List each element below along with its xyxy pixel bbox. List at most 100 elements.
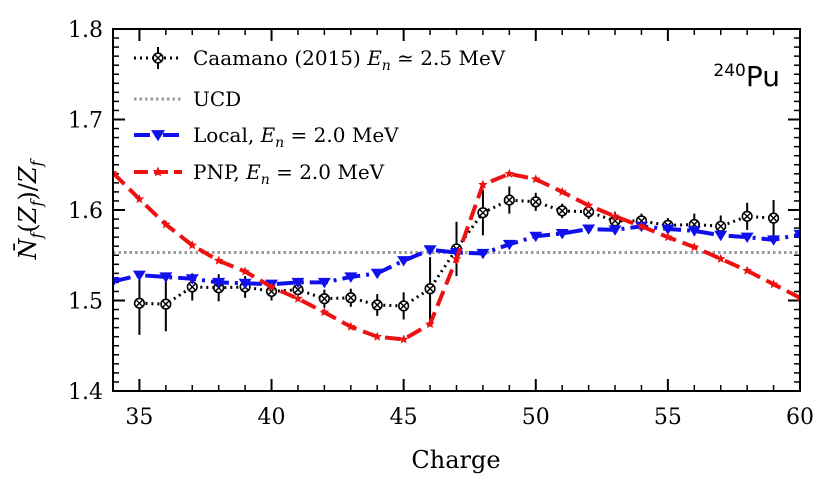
y-axis-title-sub-f3: f <box>27 157 46 167</box>
data-point <box>687 226 701 237</box>
data-point <box>715 220 727 232</box>
legend-marker <box>152 52 164 64</box>
legend-math-value: = 2.0 MeV <box>284 123 399 147</box>
data-point <box>293 293 303 303</box>
data-point <box>740 232 754 243</box>
x-tick-label: 40 <box>258 405 286 430</box>
isotope-annotation: 240Pu <box>713 60 780 93</box>
data-point <box>317 277 331 289</box>
data-point <box>185 274 199 285</box>
data-point <box>159 272 173 283</box>
marker-cross-b <box>346 293 355 302</box>
data-point <box>476 248 490 260</box>
data-point <box>266 281 277 291</box>
data-point <box>582 224 596 235</box>
data-point <box>213 255 224 265</box>
isotope-mass: 240 <box>713 61 745 81</box>
data-point <box>160 298 172 310</box>
data-point <box>291 277 305 289</box>
series-line <box>113 224 800 287</box>
data-point <box>398 300 410 312</box>
data-point <box>768 279 779 289</box>
data-point <box>504 168 515 178</box>
series-local <box>113 221 800 291</box>
x-tick-label: 60 <box>786 405 814 430</box>
legend-math-value: = 2.0 MeV <box>270 160 385 184</box>
marker-cross-b <box>188 283 197 291</box>
data-point <box>663 232 673 242</box>
marker-cross-b <box>373 301 382 309</box>
data-point <box>371 299 383 311</box>
data-point <box>370 268 384 280</box>
marker-cross-b <box>743 212 752 221</box>
legend-label: PNP, En = 2.0 MeV <box>193 160 385 188</box>
data-point <box>477 207 489 219</box>
marker-cross-b <box>716 222 725 231</box>
y-tick-label: 1.6 <box>68 199 103 224</box>
marker-cross-b <box>505 196 514 204</box>
data-point <box>451 253 462 263</box>
data-point <box>423 245 437 256</box>
y-axis-title-z: Z <box>14 205 42 224</box>
data-point <box>767 212 780 224</box>
data-point <box>795 292 800 302</box>
legend-math-sub: n <box>275 135 284 151</box>
marker-cross-b <box>531 197 540 206</box>
legend-math-var: E <box>245 160 261 184</box>
data-point <box>610 211 620 221</box>
legend-math-value: ≃ 2.5 MeV <box>391 46 506 70</box>
x-tick-label: 35 <box>125 405 153 430</box>
data-point <box>398 334 409 344</box>
data-point <box>555 228 569 240</box>
legend-entry: Local, En = 2.0 MeV <box>134 123 399 151</box>
legend-label-name: Local, <box>193 123 261 147</box>
data-point <box>161 219 171 229</box>
data-point <box>319 307 330 317</box>
marker-cross-b <box>135 299 144 308</box>
data-point <box>318 293 330 305</box>
data-point <box>113 167 118 177</box>
data-point <box>793 229 800 241</box>
y-tick-label: 1.8 <box>68 18 103 43</box>
data-point <box>240 266 250 276</box>
data-point <box>529 231 543 243</box>
legend-math-sub: n <box>261 172 270 188</box>
y-axis-title: N̄f(Zf)/Zf <box>14 157 46 260</box>
data-point <box>212 277 226 289</box>
data-point <box>186 281 198 293</box>
y-tick-label: 1.7 <box>68 109 103 134</box>
x-tick-label: 45 <box>390 405 418 430</box>
data-point <box>530 196 542 208</box>
y-axis-title-z2: Z <box>14 165 42 184</box>
legend-entry: UCD <box>134 87 241 111</box>
legend-label: UCD <box>193 87 241 111</box>
y-axis-title-sub-f: f <box>27 229 46 239</box>
data-point <box>113 276 120 288</box>
y-tick-label: 1.4 <box>68 380 103 405</box>
data-point <box>767 235 781 246</box>
marker-cross-b <box>161 300 170 309</box>
x-tick-label: 55 <box>654 405 682 430</box>
data-point <box>397 256 411 267</box>
legend: Caamano (2015) En ≃ 2.5 MeV UCD Local, En … <box>134 46 506 188</box>
y-axis-title-sub-f2: f <box>27 198 46 208</box>
data-point <box>636 221 647 231</box>
data-point <box>238 278 252 290</box>
series-pnp <box>113 167 800 344</box>
legend-label: Local, En = 2.0 MeV <box>193 123 399 151</box>
legend-marker <box>151 130 165 142</box>
data-point <box>134 194 145 204</box>
marker-cross-b <box>584 207 593 216</box>
legend-math-var: E <box>260 123 276 147</box>
data-point <box>741 210 753 222</box>
data-point <box>531 174 541 184</box>
marker-cross-b <box>558 207 567 215</box>
data-point <box>187 240 198 250</box>
data-point <box>425 319 435 329</box>
data-point <box>557 186 567 196</box>
legend-math-var: E <box>366 46 382 70</box>
x-axis-title: Charge <box>411 446 500 474</box>
data-point <box>503 194 515 206</box>
legend-label-name: UCD <box>193 87 241 111</box>
